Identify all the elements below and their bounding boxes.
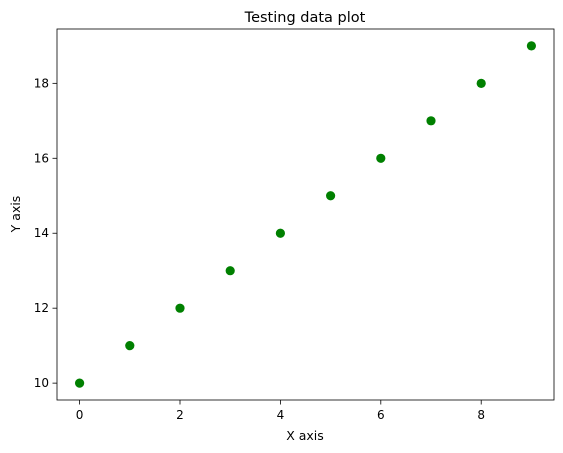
x-tick-label: 0 [76,408,84,422]
y-tick-label: 10 [34,376,49,390]
y-tick-label: 12 [34,301,49,315]
x-axis-label: X axis [286,428,324,443]
x-axis: 0 2 4 6 8 [76,400,485,422]
chart-title: Testing data plot [244,10,366,26]
data-point [74,378,85,388]
y-tick-label: 16 [34,151,49,165]
x-tick-label: 8 [477,408,485,422]
data-point [476,78,486,88]
data-point [275,228,285,238]
y-axis: 10 12 14 16 18 [34,76,57,390]
y-tick-label: 18 [34,76,49,90]
y-tick-label: 14 [34,226,49,240]
data-point [526,41,537,51]
data-point [175,303,185,313]
data-point [125,341,135,351]
x-tick-label: 6 [377,408,385,422]
y-axis-label: Y axis [8,196,23,234]
plot-frame [56,28,555,401]
data-point [426,116,436,126]
data-point [376,153,386,163]
data-point [225,266,235,276]
data-point [326,191,336,201]
x-tick-label: 4 [277,408,285,422]
x-tick-label: 2 [176,408,184,422]
data-points [74,41,537,388]
